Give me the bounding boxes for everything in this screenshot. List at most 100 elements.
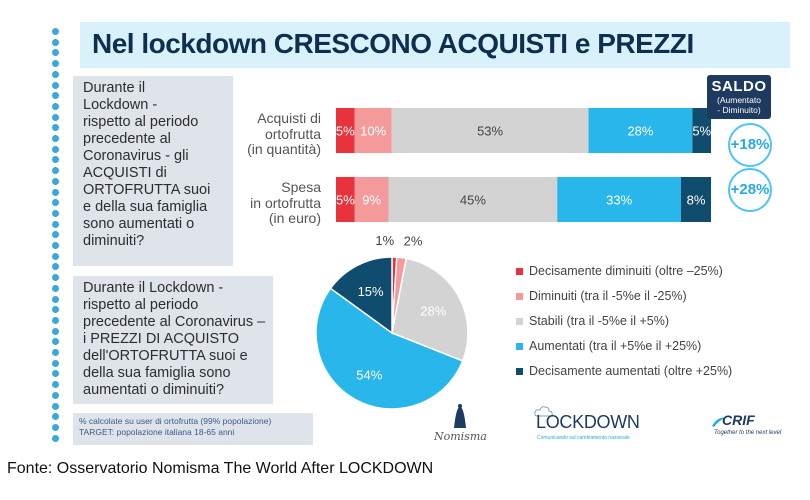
divider-dot [52,70,59,78]
bar-data-label: 28% [627,124,653,139]
question-line: e della sua famiglia [83,199,208,215]
question-line: aumentati o diminuiti? [83,382,225,398]
question-line: Durante il [83,80,146,96]
bar-data-label: 8% [687,193,706,208]
saldo-badge-quantity: +18% [728,123,772,167]
bar-data-label: 10% [360,124,386,139]
divider-dot [52,284,59,292]
pie-chart: 1% 2% 28% 54% 15% [315,233,469,410]
divider-dot [52,370,59,378]
divider-dot [52,327,59,335]
pie-slice [391,257,469,362]
bar-data-label: 53% [477,124,503,139]
divider-dot [52,231,59,239]
divider-dot [52,252,59,260]
divider-dot [52,434,59,442]
source-caption: Fonte: Osservatorio Nomisma The World Af… [7,460,434,477]
legend-swatch [516,268,523,275]
methodology-note: % calcolate su user di ortofrutta (99% p… [73,413,313,445]
crif-swoosh-icon [712,417,726,427]
bar-data-label: 33% [606,193,632,208]
question-line: dell'ORTOFRUTTA suoi e [83,348,248,364]
legend-swatch [516,318,523,325]
divider-dot [52,135,59,142]
divider-dot [52,295,59,303]
bar-segment [391,108,589,153]
divider-dot [52,413,59,421]
bar-row-label-spend: Spesa in ortofrutta (in euro) [250,179,321,227]
bar-row-label-line: (in euro) [268,210,321,226]
bar-row-label-line: ortofrutta [264,125,321,142]
bar-segment [336,177,355,222]
question-line: Lockdown - [83,97,158,113]
bar-segment [336,108,355,153]
lockdown-logo-text: LOCKDOWN [536,412,640,432]
nomisma-emblem-icon [454,404,466,428]
divider-dot [52,38,59,46]
bar-row-label-line: Spesa [281,179,321,195]
divider-dot [52,391,59,399]
question-line: della sua famiglia sono [83,365,231,381]
crif-logo-text: CRIF [722,412,755,428]
bar-segment [681,177,711,222]
divider-dot [52,220,59,228]
bar-data-label: 45% [460,193,486,208]
legend-label: Diminuiti (tra il -5%e il -25%) [529,289,687,303]
divider-dot [52,381,59,389]
bar-segment [354,177,389,222]
divider-dot [52,145,59,153]
question-line: i PREZZI DI ACQUISTO [83,331,240,347]
divider-dot [52,306,59,314]
stacked-bar-chart: 5% 10% 53% 28% 5% 5% 9% 45% 33% 8% [336,108,712,222]
divider-dot [52,156,59,164]
divider-dot [52,102,59,110]
question-line: Durante il Lockdown - [83,280,224,296]
divider-dot [52,92,59,100]
legend-label: Stabili (tra il -5%e il +5%) [529,314,669,328]
divider-dot [52,209,59,217]
pie-data-label: 1% [375,233,394,248]
title-bar [80,22,790,68]
pie-data-label: 28% [420,303,446,318]
crif-logo-subtitle: Together to the next level [714,430,782,436]
pie-data-label: 15% [358,284,384,299]
bar-data-label: 5% [336,193,355,208]
saldo-subtitle-2: - Diminuito) [717,105,761,115]
bar-data-label: 5% [692,124,711,139]
divider-dot [52,242,59,249]
bar-data-label: 9% [362,193,381,208]
divider-dot [52,60,59,68]
pie-data-label: 54% [356,367,382,382]
legend-label: Decisamente diminuiti (oltre –25%) [529,264,723,278]
divider-dot [52,423,59,431]
bar-data-label: 5% [336,124,355,139]
question-line: diminuiti? [83,233,145,249]
legend-swatch [516,343,523,350]
bar-segment [588,108,693,153]
divider-dot [52,199,59,207]
bar-row-label-quantity: Acquisti di ortofrutta (in quantità) [247,110,321,158]
divider-dot [52,359,59,367]
question-line: ORTOFRUTTA suoi [83,182,211,198]
question-line: precedente al Coronavirus – [83,314,266,330]
saldo-badge-spend: +28% [728,168,772,212]
divider-dot [52,263,59,271]
divider-dot [52,113,59,121]
legend-swatch [516,368,523,375]
crif-logo: CRIF Together to the next level [712,408,782,444]
note-line-2: TARGET: popolazione italiana 18-65 anni [79,426,235,437]
lockdown-logo-subtitle: Comunicando sul cambiamento nazionale [537,435,630,441]
legend-label: Aumentati (tra il +5%e il +25%) [529,339,702,353]
divider-dot [52,349,59,356]
bar-row-label-line: (in quantità) [247,141,321,157]
bar-segment [388,177,558,222]
pie-slice [315,287,464,410]
pie-slice [329,256,393,335]
nomisma-logo: Nomisma [430,402,490,448]
divider-dot [52,402,59,410]
divider-dot [52,124,59,132]
bar-segment [354,108,392,153]
slide: Nel lockdown CRESCONO ACQUISTI e PREZZI … [52,22,790,448]
divider-dot [52,167,59,175]
pie-data-label: 2% [404,234,423,249]
